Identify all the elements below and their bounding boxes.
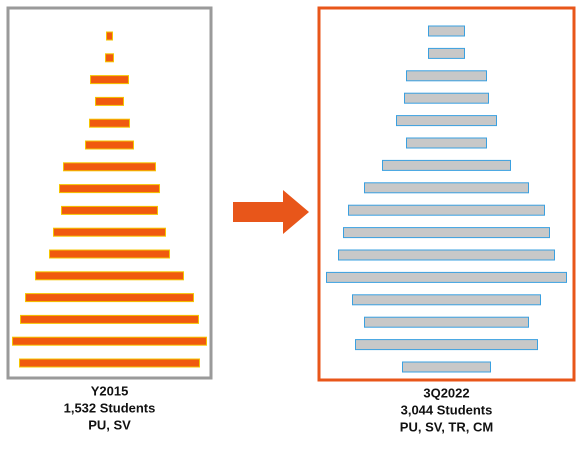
caption-subtitle: 1,532 Students	[64, 400, 156, 415]
frame	[317, 6, 576, 382]
bar	[95, 96, 124, 106]
bar	[326, 271, 567, 283]
bar	[20, 314, 199, 324]
frame	[6, 6, 213, 380]
bar	[343, 227, 550, 239]
bar	[89, 118, 130, 128]
bar	[53, 227, 166, 237]
bar	[106, 31, 113, 41]
bar	[59, 184, 160, 194]
bar	[428, 25, 465, 37]
bar	[25, 293, 194, 303]
bar	[402, 361, 491, 373]
bar	[90, 75, 129, 85]
caption-note: PU, SV, TR, CM	[400, 419, 493, 434]
bar	[352, 294, 541, 306]
bar	[428, 47, 465, 59]
arrow	[233, 190, 309, 234]
bar	[19, 358, 200, 368]
bar	[348, 204, 545, 216]
bar	[85, 140, 134, 150]
bar	[364, 182, 529, 194]
bar	[382, 159, 511, 171]
bar	[406, 137, 487, 149]
bar	[406, 70, 487, 82]
bar	[61, 205, 158, 215]
bar	[63, 162, 156, 172]
bar	[12, 336, 207, 346]
caption-note: PU, SV	[88, 417, 131, 432]
bar	[364, 316, 529, 328]
bar	[35, 271, 184, 281]
bar	[396, 115, 497, 127]
bar	[355, 339, 538, 351]
bar	[404, 92, 489, 104]
caption-title: Y2015	[91, 383, 129, 398]
caption-subtitle: 3,044 Students	[401, 402, 493, 417]
bar	[105, 53, 114, 63]
caption-title: 3Q2022	[423, 385, 469, 400]
bar	[338, 249, 555, 261]
bar	[49, 249, 170, 259]
